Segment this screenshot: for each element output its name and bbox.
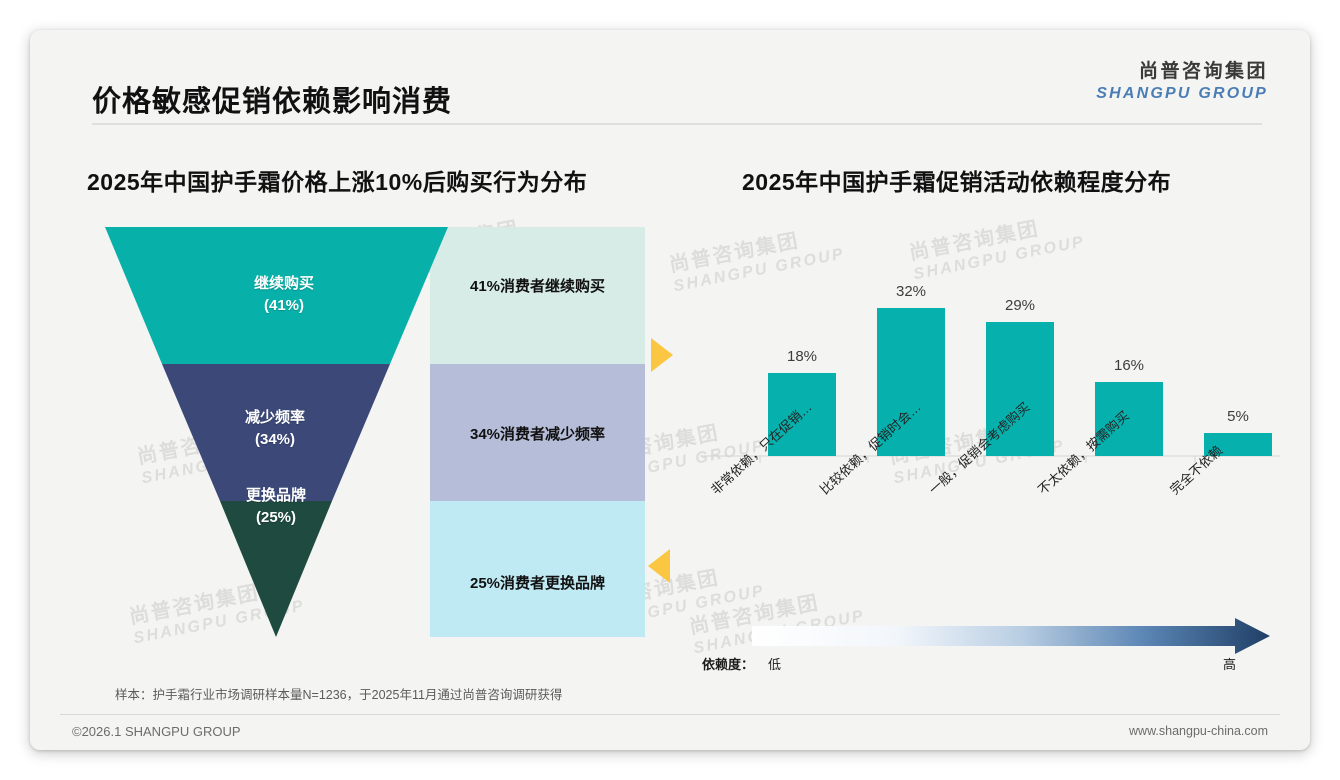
footer-copyright: ©2026.1 SHANGPU GROUP: [72, 724, 241, 739]
funnel-stage-2: [220, 501, 332, 637]
funnel-chart: 继续购买 (41%) 减少频率 (34%) 更换品牌 (25%) 41%消费者继…: [100, 227, 673, 637]
dependency-legend: 依赖度： 低 高: [690, 616, 1290, 676]
brand-name-en: SHANGPU GROUP: [1096, 85, 1268, 102]
bar-value-0: 18%: [786, 348, 818, 365]
brand-logo: 尚普咨询集团 SHANGPU GROUP: [1096, 62, 1268, 102]
bar-0: [768, 373, 836, 456]
funnel-desc-1: 34%消费者减少频率: [469, 426, 606, 443]
funnel-panel-bg-0: [430, 227, 645, 364]
bar-value-3: 16%: [1113, 357, 1145, 374]
bar-value-4: 5%: [1227, 408, 1249, 425]
funnel-stage-label-2: 更换品牌 (25%): [245, 487, 306, 526]
slide-card: 价格敏感促销依赖影响消费 尚普咨询集团 SHANGPU GROUP 尚普咨询集团…: [30, 30, 1310, 750]
footer-divider: [60, 714, 1280, 715]
funnel-svg: [105, 227, 645, 637]
funnel-desc-2: 25%消费者更换品牌: [469, 575, 606, 592]
footer-website: www.shangpu-china.com: [1129, 724, 1268, 738]
sample-note: 样本：护手霜行业市场调研样本量N=1236，于2025年11月通过尚普咨询调研获…: [115, 688, 563, 702]
bar-chart-svg: [700, 308, 1280, 463]
bar-1: [877, 308, 945, 456]
bar-value-2: 29%: [1004, 297, 1036, 314]
legend-gradient-arrow: [752, 618, 1270, 654]
funnel-stage-label-0: 继续购买 (41%): [253, 275, 314, 314]
left-panel-title: 2025年中国护手霜价格上涨10%后购买行为分布: [87, 169, 588, 195]
bar-3: [1095, 382, 1163, 456]
bar-value-1: 32%: [895, 283, 927, 300]
page-title: 价格敏感促销依赖影响消费: [92, 86, 453, 118]
legend-high-label: 高: [1223, 657, 1237, 672]
brand-name-cn: 尚普咨询集团: [1138, 61, 1268, 82]
triangle-right-icon: [651, 338, 673, 372]
bar-chart: 18% 32% 29% 16% 5% 非常依赖，只在促销… 比较依赖，促销时会……: [690, 260, 1290, 680]
funnel-stage-0: [105, 227, 448, 364]
triangle-left-icon: [648, 549, 670, 583]
funnel-desc-0: 41%消费者继续购买: [469, 278, 606, 295]
funnel-panel-bg-1: [430, 364, 645, 501]
bar-4: [1204, 433, 1272, 456]
bar-2: [986, 322, 1054, 456]
right-panel-title: 2025年中国护手霜促销活动依赖程度分布: [742, 169, 1172, 195]
legend-low-label: 低: [768, 657, 782, 672]
legend-title: 依赖度：: [702, 657, 755, 672]
funnel-panel-bg-2: [430, 501, 645, 637]
header-divider: [92, 123, 1262, 125]
funnel-stage-label-1: 减少频率 (34%): [244, 409, 305, 448]
funnel-stage-1: [162, 364, 390, 501]
